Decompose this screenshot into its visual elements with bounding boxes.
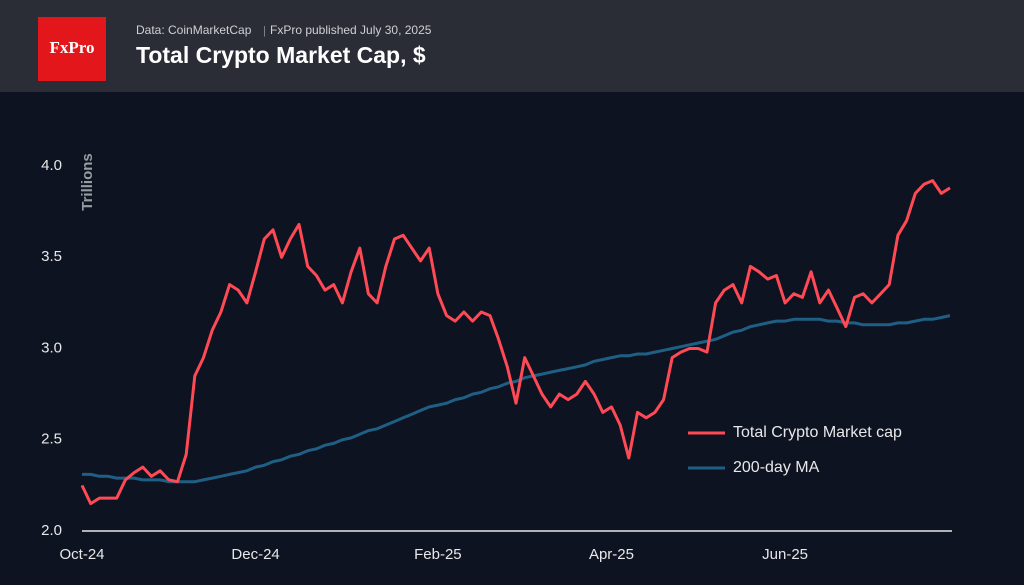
source: Data: CoinMarketCap: [136, 23, 252, 37]
logo-box: [38, 17, 106, 81]
y-tick-label: 2.0: [41, 522, 62, 539]
y-tick-label: 4.0: [41, 157, 62, 174]
separator: |: [263, 25, 266, 37]
x-tick-label: Dec-24: [231, 546, 279, 563]
x-tick-label: Apr-25: [589, 546, 634, 563]
y-tick-label: 2.5: [41, 431, 62, 448]
line-series: [82, 314, 951, 484]
x-tick-label: Feb-25: [414, 546, 462, 563]
line-series: [80, 179, 951, 506]
legend-label: 200-day MA: [733, 459, 820, 476]
x-tick-label: Jun-25: [762, 546, 808, 563]
published: FxPro published July 30, 2025: [270, 23, 432, 37]
logo: FxPro: [49, 38, 94, 57]
chart-title: Total Crypto Market Cap, $: [136, 42, 426, 68]
legend-label: Total Crypto Market cap: [733, 424, 902, 441]
y-tick-label: 3.5: [41, 248, 62, 265]
header: [0, 0, 1024, 92]
x-tick-label: Oct-24: [59, 546, 104, 563]
y-tick-label: 3.0: [41, 339, 62, 356]
y-axis-label: Trillions: [79, 153, 96, 211]
